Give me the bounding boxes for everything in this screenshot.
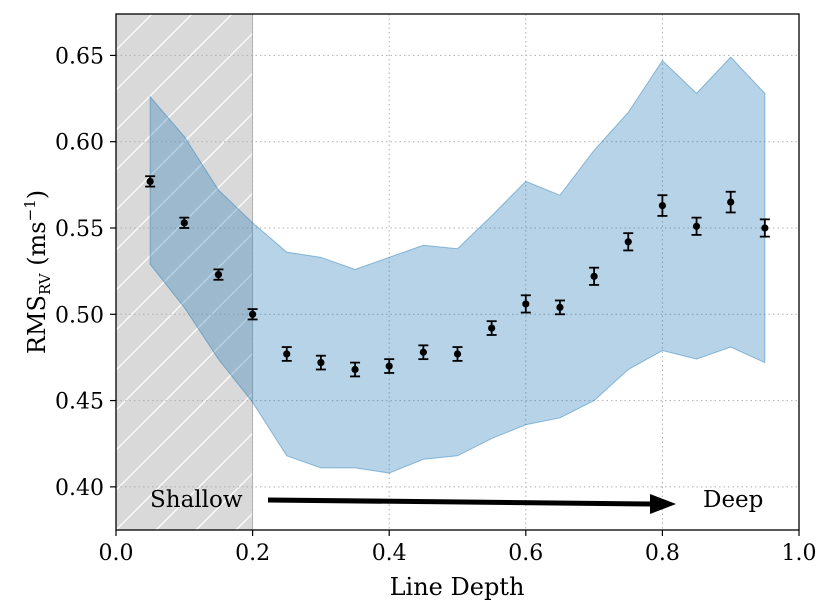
hatch-line <box>116 32 253 171</box>
y-tick-label: 0.45 <box>55 390 104 415</box>
data-point <box>692 222 701 230</box>
y-tick-label: 0.50 <box>55 303 104 328</box>
x-tick-label: 0.6 <box>508 541 543 566</box>
data-point <box>590 272 598 280</box>
data-points <box>146 177 769 374</box>
y-axis-label-close: ) <box>23 190 51 199</box>
y-axis-label-units: (ms <box>23 221 51 273</box>
data-point <box>351 365 359 374</box>
data-point <box>249 310 257 318</box>
data-point <box>214 270 223 279</box>
hatch-line <box>116 192 253 331</box>
y-tick-label: 0.65 <box>55 44 104 69</box>
data-point <box>624 238 632 246</box>
hatch-line <box>116 152 253 291</box>
depth-arrow-shaft <box>267 497 653 507</box>
shallow-region-shading <box>116 10 830 530</box>
x-tick-label: 1.0 <box>782 541 817 566</box>
x-tick-label: 0.8 <box>645 541 680 566</box>
data-point <box>385 362 393 370</box>
x-axis-label: Line Depth <box>390 573 525 601</box>
hatch-line <box>116 312 253 451</box>
hatch-line <box>116 352 253 491</box>
y-tick-label: 0.40 <box>55 476 104 501</box>
data-point <box>146 177 154 185</box>
annotation-shallow: Shallow <box>150 487 243 513</box>
y-axis-ticks: 0.40 0.45 0.50 0.55 0.60 0.65 <box>55 44 116 501</box>
annotation-deep: Deep <box>703 487 763 513</box>
hatch-line <box>155 432 253 530</box>
data-point <box>522 300 530 308</box>
x-tick-label: 0.4 <box>372 541 407 566</box>
plot-area: Shallow Deep <box>115 10 830 531</box>
data-point <box>556 303 564 311</box>
y-axis-label: RMSRV (ms−1) <box>21 190 54 354</box>
data-point <box>180 219 188 227</box>
confidence-band <box>149 56 766 474</box>
data-point <box>283 350 291 358</box>
depth-arrow <box>267 494 676 514</box>
x-tick-label: 0.2 <box>235 541 270 566</box>
grid-lines <box>116 14 799 530</box>
data-point <box>727 198 735 206</box>
data-point <box>658 201 667 210</box>
hatch-line <box>116 72 253 211</box>
hatch-line <box>116 14 233 131</box>
x-axis-ticks: 0.0 0.2 0.4 0.6 0.8 1.0 <box>99 530 817 566</box>
hatch-line <box>796 10 830 530</box>
plot-frame <box>115 13 800 531</box>
y-axis-label-sup: −1 <box>21 199 39 221</box>
data-point <box>488 324 496 332</box>
hatch-line <box>116 392 253 530</box>
x-tick-label: 0.0 <box>99 541 134 566</box>
data-point <box>761 224 769 232</box>
y-tick-label: 0.60 <box>55 131 104 156</box>
y-axis-label-main: RMS <box>23 295 51 354</box>
shallow-region-fill <box>116 14 253 530</box>
data-point <box>419 348 427 356</box>
depth-arrow-head <box>650 494 676 514</box>
band-area <box>149 56 766 474</box>
y-tick-label: 0.55 <box>55 217 104 242</box>
data-point <box>317 359 325 367</box>
data-point <box>453 350 462 358</box>
y-axis-label-sub: RV <box>36 272 54 295</box>
